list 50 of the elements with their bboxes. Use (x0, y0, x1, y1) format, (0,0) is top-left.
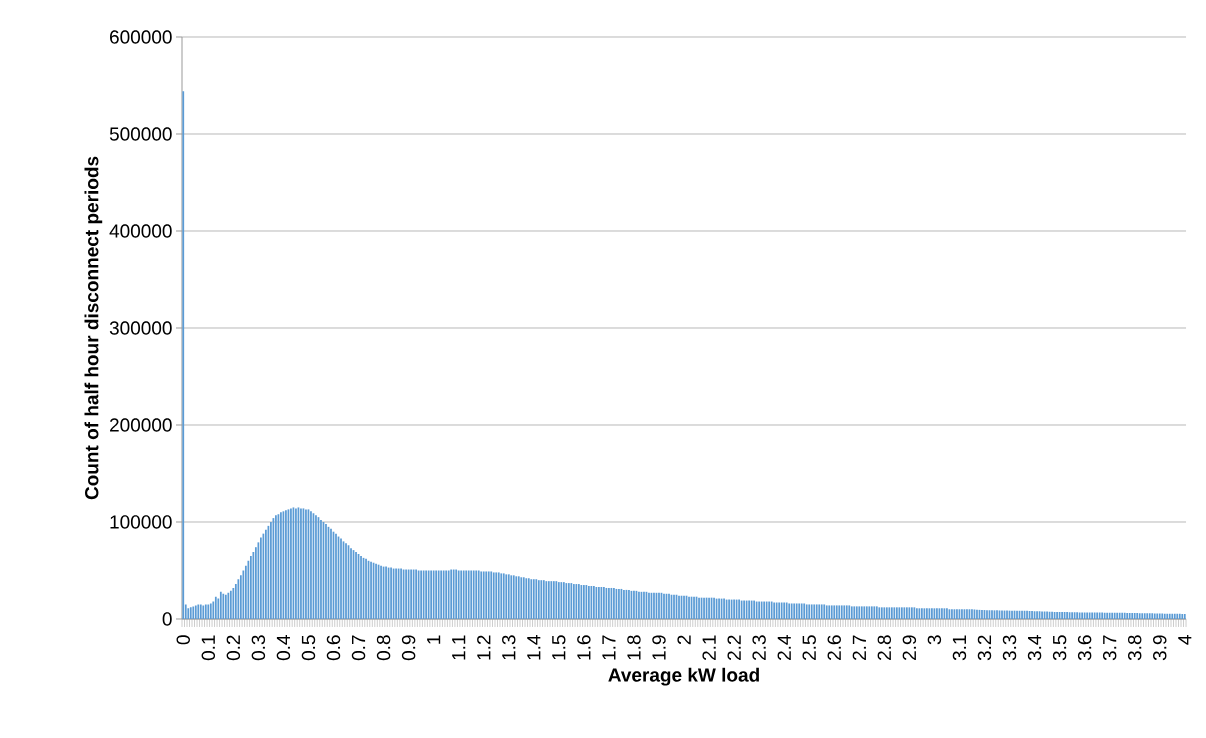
x-tick-label: 0.9 (401, 635, 416, 661)
x-tick-label: 0.3 (251, 635, 266, 661)
x-tick-label: 1.2 (477, 635, 491, 660)
x-tick-label: 3.1 (952, 635, 967, 661)
x-tick-label: 1.9 (652, 635, 666, 660)
x-tick-label: 2.6 (827, 635, 841, 660)
y-axis-title: Count of half hour disconnect periods (84, 156, 103, 500)
x-tick-label: 1.6 (577, 635, 591, 660)
x-tick-label: 1.7 (602, 635, 616, 660)
y-tick-label: 200000 (110, 418, 172, 432)
x-tick-label: 0.2 (226, 635, 241, 661)
x-tick-label: 2.9 (902, 635, 917, 660)
x-tick-label: 3.6 (1077, 635, 1092, 661)
x-tick-label: 3.2 (977, 635, 992, 661)
x-tick-label: 4 (1178, 635, 1192, 645)
y-tick-label: 0 (162, 612, 172, 626)
x-tick-label: 1 (427, 635, 441, 644)
x-tick-label: 1.4 (527, 635, 541, 660)
x-tick-label: 2.5 (802, 635, 816, 660)
x-tick-label: 0.5 (301, 635, 316, 661)
x-tick-label: 2.2 (727, 635, 741, 660)
x-tick-label: 0.8 (376, 635, 391, 661)
y-tick-label: 300000 (109, 321, 172, 335)
x-tick-label: 1.5 (552, 635, 566, 660)
x-tick-label: 2 (677, 635, 691, 645)
x-tick-label: 2.3 (752, 635, 766, 660)
y-tick-label: 100000 (110, 515, 172, 529)
x-tick-label: 3.3 (1002, 635, 1017, 661)
x-tick-label: 1.3 (502, 635, 516, 660)
x-tick-label: 0.6 (326, 635, 341, 661)
x-tick-label: 3.9 (1153, 635, 1167, 661)
x-tick-label: 2.8 (877, 635, 892, 660)
x-tick-label: 2.7 (852, 635, 866, 660)
y-tick-label: 400000 (109, 224, 172, 238)
x-tick-label: 3 (927, 635, 942, 645)
x-tick-label: 3.5 (1052, 635, 1067, 661)
x-tick-label: 3.4 (1027, 635, 1042, 661)
x-tick-label: 0.4 (276, 635, 291, 661)
x-tick-label: 0 (176, 635, 190, 645)
x-tick-label: 0.1 (201, 635, 216, 661)
x-tick-label: 3.7 (1102, 635, 1117, 661)
x-tick-label: 3.8 (1127, 635, 1142, 661)
y-tick-label: 600000 (110, 30, 172, 44)
x-tick-label: 2.4 (777, 635, 791, 660)
x-tick-label: 2.1 (702, 635, 716, 660)
x-axis-title: Average kW load (608, 667, 759, 686)
x-tick-label: 0.7 (351, 635, 366, 661)
x-tick-label: 1.1 (452, 635, 466, 660)
x-tick-label: 1.8 (627, 635, 641, 660)
y-tick-label: 500000 (109, 127, 172, 141)
